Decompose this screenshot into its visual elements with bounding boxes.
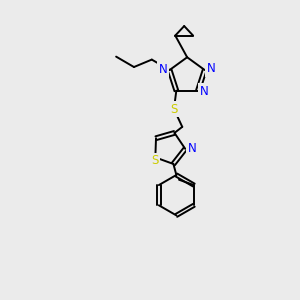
Text: S: S xyxy=(170,103,178,116)
Text: N: N xyxy=(159,63,167,76)
Text: N: N xyxy=(188,142,196,155)
Text: N: N xyxy=(200,85,208,98)
Text: N: N xyxy=(207,62,216,75)
Text: S: S xyxy=(151,154,158,167)
